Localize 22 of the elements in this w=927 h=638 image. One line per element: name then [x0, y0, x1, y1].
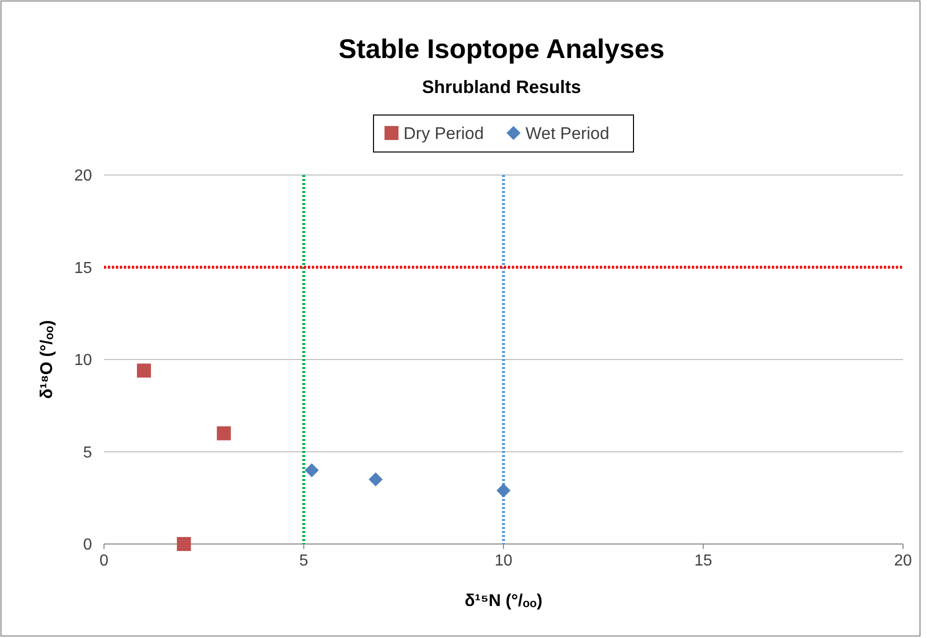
point — [216, 426, 231, 440]
legend-label: Wet Period — [526, 124, 610, 143]
y-tick-label: 0 — [83, 536, 92, 554]
y-tick-label: 10 — [74, 352, 92, 370]
x-tick-label: 15 — [694, 552, 712, 570]
y-tick-label: 20 — [74, 168, 92, 185]
x-tick-label: 20 — [894, 552, 912, 570]
x-tick-label: 10 — [494, 552, 512, 570]
point — [368, 472, 383, 486]
y-tick-label: 5 — [83, 444, 92, 462]
x-tick-label: 0 — [100, 552, 109, 570]
x-tick-label: 5 — [299, 552, 308, 570]
x-axis-title: δ¹⁵N (°/ₒₒ) — [464, 591, 542, 610]
y-axis-title: δ¹⁸O (°/ₒₒ) — [37, 320, 56, 399]
legend-label: Dry Period — [404, 124, 484, 143]
point — [176, 537, 191, 551]
chart-title: Stable Isoptope Analyses — [338, 34, 665, 64]
point — [304, 463, 319, 478]
point — [496, 483, 510, 498]
chart-subtitle: Shrubland Results — [422, 77, 582, 97]
point — [136, 364, 151, 378]
y-tick-label: 15 — [74, 260, 92, 277]
